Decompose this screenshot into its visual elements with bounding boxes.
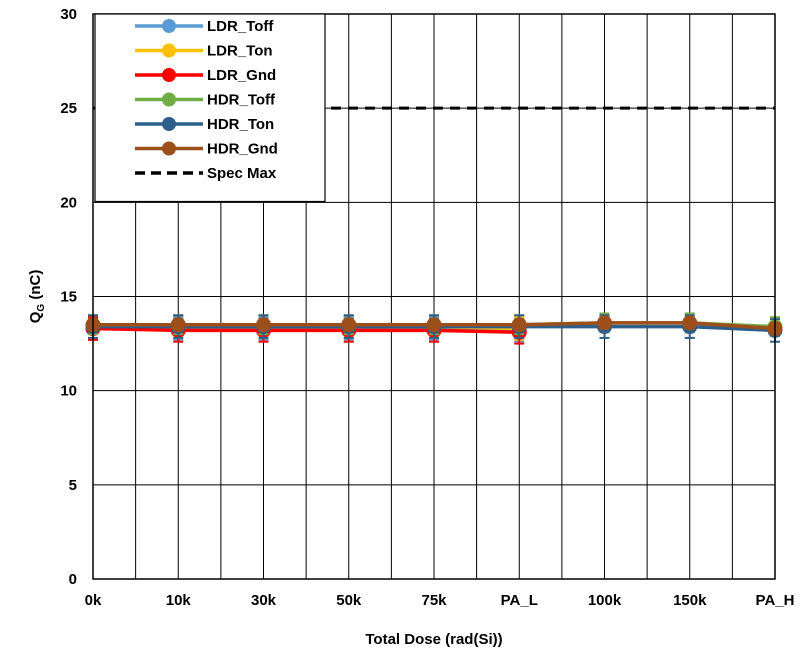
x-axis-title: Total Dose (rad(Si)) <box>365 631 502 648</box>
x-tick-label: 30k <box>251 592 277 609</box>
y-tick-label: 20 <box>60 194 77 211</box>
series-layer <box>85 312 783 345</box>
y-tick-label: 15 <box>60 289 77 306</box>
legend-label: HDR_Gnd <box>207 141 278 158</box>
legend-label: HDR_Ton <box>207 116 274 133</box>
x-tick-label: 0k <box>85 592 102 609</box>
legend-swatch-marker <box>162 68 176 82</box>
x-tick-label: PA_L <box>501 592 538 609</box>
x-tick-label: PA_H <box>756 592 795 609</box>
legend-label: LDR_Gnd <box>207 67 276 84</box>
x-axis-ticks: 0k 10k 30k 50k 75k PA_L 100k 150k PA_H <box>85 592 795 609</box>
legend: LDR_Toff LDR_Ton LDR_Gnd HDR_Toff HDR_Ton HDR… <box>94 13 326 203</box>
y-tick-label: 10 <box>60 383 77 400</box>
legend-item: HDR_Toff <box>135 92 276 109</box>
x-tick-label: 150k <box>673 592 707 609</box>
legend-swatch-marker <box>162 141 176 156</box>
y-tick-label: 5 <box>69 477 77 494</box>
x-tick-label: 100k <box>588 592 622 609</box>
legend-label: LDR_Ton <box>207 43 273 60</box>
x-tick-label: 50k <box>336 592 362 609</box>
data-point <box>682 315 698 331</box>
legend-swatch-marker <box>162 117 176 131</box>
y-tick-label: 25 <box>60 100 77 117</box>
data-point <box>426 317 442 333</box>
legend-box <box>94 13 326 203</box>
y-tick-label: 30 <box>60 6 77 23</box>
legend-item: HDR_Ton <box>135 116 274 133</box>
y-tick-label: 0 <box>69 571 77 588</box>
y-axis-title-main: Q <box>27 311 44 323</box>
legend-label: Spec Max <box>207 165 277 182</box>
data-point <box>170 317 186 333</box>
legend-swatch-marker <box>162 43 176 58</box>
legend-item: HDR_Gnd <box>135 141 278 158</box>
legend-item: LDR_Ton <box>135 43 273 60</box>
legend-swatch-marker <box>162 92 176 107</box>
data-point <box>511 317 527 333</box>
legend-label: HDR_Toff <box>207 92 276 109</box>
x-tick-label: 10k <box>166 592 192 609</box>
x-tick-label: 75k <box>421 592 447 609</box>
y-axis-title-subscript: G <box>36 304 47 312</box>
legend-item: LDR_Gnd <box>135 67 276 84</box>
data-point <box>256 317 271 333</box>
data-point <box>597 315 612 331</box>
legend-label: LDR_Toff <box>207 18 274 35</box>
plot-frame <box>92 13 776 580</box>
legend-swatch-marker <box>162 19 176 33</box>
y-axis-title-unit: (nC) <box>27 270 44 304</box>
y-axis-title: QG (nC) <box>27 270 47 324</box>
series-line <box>92 326 520 335</box>
legend-item: Spec Max <box>135 165 277 182</box>
data-point <box>341 317 357 333</box>
y-axis-ticks: 0 5 10 15 20 25 30 <box>60 6 77 588</box>
legend-item: LDR_Toff <box>135 18 274 35</box>
